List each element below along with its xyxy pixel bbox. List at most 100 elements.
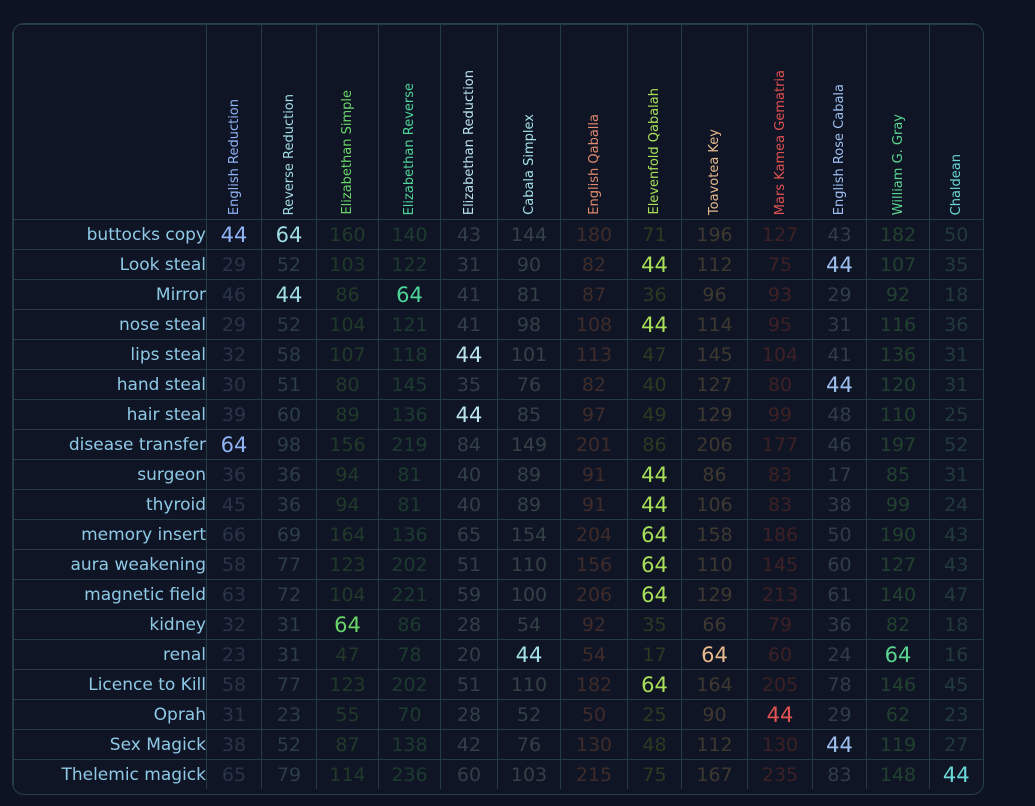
value-cell[interactable]: 77 — [261, 549, 317, 580]
value-cell[interactable]: 78 — [812, 669, 867, 700]
value-cell[interactable]: 204 — [560, 519, 628, 550]
value-cell[interactable]: 35 — [929, 249, 983, 280]
value-cell[interactable]: 235 — [747, 759, 813, 789]
value-cell[interactable]: 82 — [560, 249, 628, 280]
value-cell[interactable]: 70 — [378, 699, 441, 730]
value-cell[interactable]: 49 — [627, 399, 682, 430]
value-cell[interactable]: 129 — [681, 399, 748, 430]
match-value-cell[interactable]: 64 — [627, 579, 682, 610]
match-value-cell[interactable]: 44 — [627, 249, 682, 280]
match-value-cell[interactable]: 64 — [316, 609, 379, 640]
phrase-cell[interactable]: Thelemic magick — [13, 759, 207, 789]
match-value-cell[interactable]: 64 — [681, 639, 748, 670]
match-value-cell[interactable]: 44 — [497, 639, 561, 670]
value-cell[interactable]: 80 — [747, 369, 813, 400]
value-cell[interactable]: 103 — [497, 759, 561, 789]
value-cell[interactable]: 205 — [747, 669, 813, 700]
value-cell[interactable]: 92 — [866, 279, 930, 310]
value-cell[interactable]: 90 — [497, 249, 561, 280]
phrase-cell[interactable]: Oprah — [13, 699, 207, 730]
value-cell[interactable]: 60 — [747, 639, 813, 670]
value-cell[interactable]: 41 — [440, 309, 498, 340]
value-cell[interactable]: 182 — [560, 669, 628, 700]
value-cell[interactable]: 123 — [316, 549, 379, 580]
value-cell[interactable]: 136 — [378, 519, 441, 550]
cipher-header-elizabethan-simple[interactable]: Elizabethan Simple — [316, 24, 379, 220]
value-cell[interactable]: 110 — [497, 669, 561, 700]
value-cell[interactable]: 138 — [378, 729, 441, 760]
value-cell[interactable]: 20 — [440, 639, 498, 670]
value-cell[interactable]: 52 — [261, 249, 317, 280]
value-cell[interactable]: 38 — [206, 729, 262, 760]
value-cell[interactable]: 92 — [560, 609, 628, 640]
value-cell[interactable]: 76 — [497, 729, 561, 760]
value-cell[interactable]: 17 — [812, 459, 867, 490]
value-cell[interactable]: 31 — [929, 459, 983, 490]
value-cell[interactable]: 164 — [681, 669, 748, 700]
value-cell[interactable]: 156 — [560, 549, 628, 580]
value-cell[interactable]: 46 — [812, 429, 867, 460]
cipher-header-english-reduction[interactable]: English Reduction — [206, 24, 262, 220]
value-cell[interactable]: 98 — [497, 309, 561, 340]
value-cell[interactable]: 140 — [866, 579, 930, 610]
cipher-header-elizabethan-reduction[interactable]: Elizabethan Reduction — [440, 24, 498, 220]
value-cell[interactable]: 86 — [681, 459, 748, 490]
value-cell[interactable]: 213 — [747, 579, 813, 610]
match-value-cell[interactable]: 64 — [627, 669, 682, 700]
value-cell[interactable]: 36 — [627, 279, 682, 310]
value-cell[interactable]: 89 — [497, 459, 561, 490]
value-cell[interactable]: 95 — [747, 309, 813, 340]
value-cell[interactable]: 86 — [378, 609, 441, 640]
value-cell[interactable]: 94 — [316, 489, 379, 520]
value-cell[interactable]: 82 — [560, 369, 628, 400]
value-cell[interactable]: 31 — [929, 339, 983, 370]
value-cell[interactable]: 93 — [747, 279, 813, 310]
value-cell[interactable]: 129 — [681, 579, 748, 610]
match-value-cell[interactable]: 64 — [866, 639, 930, 670]
match-value-cell[interactable]: 44 — [747, 699, 813, 730]
value-cell[interactable]: 202 — [378, 549, 441, 580]
phrase-cell[interactable]: Mirror — [13, 279, 207, 310]
value-cell[interactable]: 36 — [812, 609, 867, 640]
value-cell[interactable]: 127 — [866, 549, 930, 580]
value-cell[interactable]: 50 — [560, 699, 628, 730]
value-cell[interactable]: 236 — [378, 759, 441, 789]
value-cell[interactable]: 206 — [681, 429, 748, 460]
value-cell[interactable]: 48 — [627, 729, 682, 760]
value-cell[interactable]: 154 — [497, 519, 561, 550]
value-cell[interactable]: 36 — [261, 489, 317, 520]
value-cell[interactable]: 79 — [747, 609, 813, 640]
value-cell[interactable]: 42 — [440, 729, 498, 760]
value-cell[interactable]: 120 — [866, 369, 930, 400]
value-cell[interactable]: 119 — [866, 729, 930, 760]
value-cell[interactable]: 83 — [747, 489, 813, 520]
match-value-cell[interactable]: 64 — [627, 549, 682, 580]
value-cell[interactable]: 43 — [440, 219, 498, 250]
value-cell[interactable]: 82 — [866, 609, 930, 640]
value-cell[interactable]: 106 — [681, 489, 748, 520]
value-cell[interactable]: 136 — [378, 399, 441, 430]
value-cell[interactable]: 140 — [378, 219, 441, 250]
value-cell[interactable]: 40 — [440, 489, 498, 520]
value-cell[interactable]: 80 — [316, 369, 379, 400]
value-cell[interactable]: 81 — [378, 489, 441, 520]
phrase-cell[interactable]: surgeon — [13, 459, 207, 490]
value-cell[interactable]: 31 — [929, 369, 983, 400]
value-cell[interactable]: 91 — [560, 459, 628, 490]
value-cell[interactable]: 107 — [866, 249, 930, 280]
match-value-cell[interactable]: 64 — [206, 429, 262, 460]
value-cell[interactable]: 104 — [316, 309, 379, 340]
value-cell[interactable]: 58 — [261, 339, 317, 370]
value-cell[interactable]: 38 — [812, 489, 867, 520]
value-cell[interactable]: 36 — [206, 459, 262, 490]
value-cell[interactable]: 25 — [627, 699, 682, 730]
value-cell[interactable]: 60 — [261, 399, 317, 430]
value-cell[interactable]: 75 — [627, 759, 682, 789]
match-value-cell[interactable]: 44 — [812, 729, 867, 760]
value-cell[interactable]: 29 — [812, 699, 867, 730]
value-cell[interactable]: 85 — [866, 459, 930, 490]
match-value-cell[interactable]: 44 — [812, 249, 867, 280]
value-cell[interactable]: 160 — [316, 219, 379, 250]
value-cell[interactable]: 47 — [627, 339, 682, 370]
value-cell[interactable]: 86 — [627, 429, 682, 460]
